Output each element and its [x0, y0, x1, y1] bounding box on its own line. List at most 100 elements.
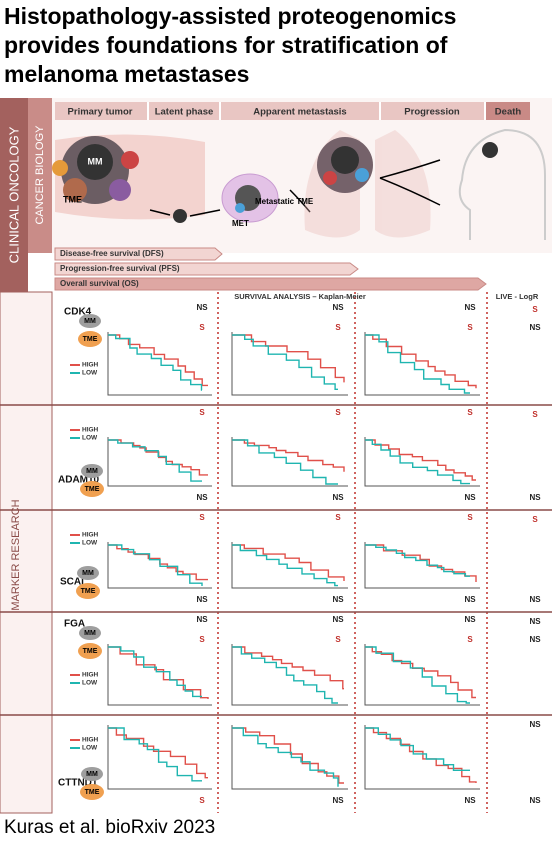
side-label: MARKER RESEARCH — [10, 499, 22, 610]
sig-label: NS — [332, 595, 344, 604]
km-curve-high — [108, 334, 208, 387]
sig-label: NS — [332, 615, 344, 624]
sig-label: S — [199, 408, 205, 417]
brain-met — [482, 142, 498, 158]
marker-name: CTTND1 — [58, 778, 98, 789]
logr-label: NS — [529, 595, 541, 604]
km-curve-high — [108, 646, 209, 699]
sig-label: S — [335, 323, 341, 332]
stage-bar-death — [485, 102, 530, 120]
cell-label: TME — [83, 336, 98, 343]
sig-label: S — [467, 513, 473, 522]
marker-name: CDK4 — [64, 307, 92, 318]
km-axes — [107, 542, 212, 589]
km-curve-high — [108, 439, 208, 476]
km-curve-high — [365, 334, 477, 389]
column-dividers — [217, 292, 488, 813]
km-curve-low — [108, 727, 202, 782]
legend-label: HIGH — [82, 427, 99, 434]
illus-label: MM — [88, 156, 103, 166]
cell-label: MM — [84, 318, 96, 325]
illus-label: Metastatic TME — [255, 197, 314, 206]
os-bar — [54, 277, 487, 291]
mm-cell — [77, 566, 99, 580]
tme-cell — [80, 481, 104, 497]
km-curve-high — [232, 646, 344, 690]
mm-cell — [79, 314, 101, 328]
km-curve-low — [365, 439, 470, 485]
km-axes — [231, 542, 348, 589]
km-curve-high — [232, 439, 345, 472]
mm-cell — [81, 767, 103, 781]
arrow — [289, 189, 311, 213]
sig-label: NS — [332, 303, 344, 312]
km-curve-high — [365, 439, 476, 481]
logr-label: NS — [529, 720, 541, 729]
logr-label: S — [532, 305, 538, 314]
marker-name: ADAM10 — [58, 475, 100, 486]
km-axes — [107, 644, 212, 706]
logr-label: NS — [529, 796, 541, 805]
km-axes — [364, 437, 480, 487]
sig-label: S — [335, 513, 341, 522]
km-curve-low — [365, 334, 470, 394]
biology-band — [28, 98, 52, 253]
sig-label: NS — [464, 303, 476, 312]
sig-label: NS — [196, 615, 208, 624]
sig-label: NS — [464, 615, 476, 624]
km-curve-low — [232, 646, 338, 704]
tme-cell — [78, 331, 102, 347]
km-curve-low — [232, 727, 339, 787]
arrow — [149, 209, 171, 216]
logr-header: LIVE - LogR — [496, 292, 539, 301]
km-axes — [231, 437, 348, 487]
sig-label: NS — [332, 493, 344, 502]
km-axes — [364, 332, 480, 396]
arrow — [189, 209, 221, 217]
sig-label: S — [335, 635, 341, 644]
sig-label: NS — [464, 493, 476, 502]
cell-label: MM — [84, 630, 96, 637]
tme-cell — [80, 784, 104, 800]
pfs-bar — [54, 262, 359, 276]
sig-label: S — [199, 635, 205, 644]
logr-label: S — [532, 410, 538, 419]
km-curve-low — [108, 334, 203, 391]
km-curve-low — [365, 646, 470, 704]
sig-label: S — [199, 796, 205, 805]
km-curve-high — [232, 727, 344, 784]
logr-label: NS — [529, 323, 541, 332]
km-axes — [107, 437, 212, 487]
legend-label: LOW — [82, 370, 98, 377]
logr-label: NS — [529, 635, 541, 644]
km-curve-low — [365, 544, 470, 577]
marker-name: FGA — [64, 619, 85, 630]
cell — [173, 209, 187, 223]
sig-label: NS — [332, 796, 344, 805]
citation: Kuras et al. bioRxiv 2023 — [4, 817, 216, 838]
mm-cell — [79, 626, 101, 640]
met-node — [221, 173, 279, 223]
dfs-bar — [54, 247, 223, 261]
mm-cell — [81, 464, 103, 478]
km-axes — [231, 332, 348, 396]
km-curve-low — [232, 334, 338, 390]
analysis-header: SURVIVAL ANALYSIS – Kaplan-Meier — [234, 292, 366, 301]
km-curve-high — [232, 544, 345, 581]
sig-label: S — [335, 408, 341, 417]
title: Histopathology-assisted proteogenomics p… — [4, 3, 457, 87]
cell-label: MM — [82, 570, 94, 577]
tme-cell — [78, 643, 102, 659]
clinical-band — [0, 98, 28, 292]
logr-label: NS — [529, 493, 541, 502]
logr-label: NS — [529, 617, 541, 626]
sig-label: S — [467, 635, 473, 644]
cell-label: TME — [83, 648, 98, 655]
stage-label: Latent phase — [155, 107, 214, 118]
primary-tumor — [52, 136, 139, 204]
legend-label: LOW — [82, 540, 98, 547]
km-curve-high — [365, 544, 477, 582]
cell-label: MM — [86, 468, 98, 475]
